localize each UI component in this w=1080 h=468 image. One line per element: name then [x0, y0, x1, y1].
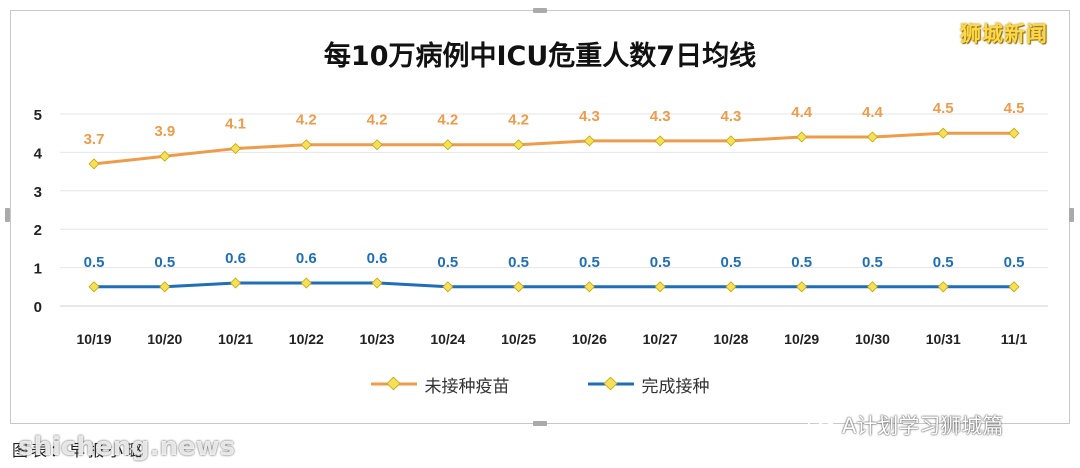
data-label: 0.5: [1004, 254, 1025, 271]
site-watermark: shicheng.news: [18, 432, 236, 462]
data-label: 4.2: [437, 112, 458, 129]
legend-label-unvaccinated: 未接种疫苗: [424, 376, 510, 397]
data-point: [654, 135, 666, 147]
wechat-account-watermark: A计划学习狮城篇: [808, 410, 1003, 440]
x-tick-label: 10/22: [289, 331, 324, 347]
y-tick-label: 2: [34, 222, 42, 239]
data-point: [1008, 281, 1020, 293]
data-point: [583, 135, 595, 147]
data-label: 4.5: [933, 100, 954, 117]
y-tick-label: 1: [34, 261, 42, 278]
y-tick-label: 3: [34, 184, 42, 201]
data-point: [300, 139, 312, 151]
legend-item-unvaccinated: 未接种疫苗: [370, 372, 510, 397]
legend-swatch-vaccinated: [587, 377, 634, 391]
data-label: 4.5: [1004, 100, 1025, 117]
data-label: 3.7: [84, 131, 105, 148]
data-label: 0.6: [296, 250, 317, 267]
x-tick-label: 10/23: [360, 331, 395, 347]
y-tick-label: 4: [34, 145, 43, 162]
data-label: 0.6: [225, 250, 246, 267]
data-label: 3.9: [154, 123, 175, 140]
x-tick-label: 10/30: [855, 331, 890, 347]
data-label: 0.6: [367, 250, 388, 267]
data-point: [796, 131, 808, 143]
y-tick-label: 0: [34, 299, 42, 316]
x-tick-label: 11/1: [1001, 331, 1028, 347]
data-point: [230, 277, 242, 289]
data-point: [442, 139, 454, 151]
chart-frame: [10, 10, 1070, 424]
data-point: [866, 131, 878, 143]
data-point: [937, 127, 949, 139]
data-point: [725, 135, 737, 147]
data-label: 0.5: [84, 254, 105, 271]
data-point: [796, 281, 808, 293]
data-label: 4.2: [508, 112, 529, 129]
data-label: 4.3: [650, 108, 671, 125]
data-label: 0.5: [933, 254, 954, 271]
data-label: 0.5: [154, 254, 175, 271]
data-label: 4.3: [579, 108, 600, 125]
data-point: [371, 277, 383, 289]
wechat-icon: [808, 415, 835, 436]
data-label: 4.4: [862, 104, 884, 121]
legend-label-vaccinated: 完成接种: [641, 376, 710, 397]
data-point: [230, 143, 242, 155]
source-caption: 图表：早报小璐: [12, 441, 146, 460]
x-tick-label: 10/31: [926, 331, 961, 347]
resize-handle-bottom[interactable]: [533, 421, 547, 426]
data-point: [583, 281, 595, 293]
data-point: [513, 139, 525, 151]
data-label: 0.5: [862, 254, 883, 271]
data-point: [937, 281, 949, 293]
legend-item-vaccinated: 完成接种: [587, 372, 710, 397]
data-point: [513, 281, 525, 293]
x-tick-label: 10/26: [572, 331, 607, 347]
data-point: [88, 281, 100, 293]
x-tick-label: 10/29: [784, 331, 819, 347]
data-label: 0.5: [508, 254, 529, 271]
data-point: [159, 150, 171, 162]
resize-handle-top[interactable]: [533, 8, 547, 13]
data-label: 0.5: [437, 254, 458, 271]
y-tick-label: 5: [34, 107, 42, 124]
resize-handle-right[interactable]: [1069, 208, 1074, 222]
data-point: [1008, 127, 1020, 139]
data-point: [725, 281, 737, 293]
brand-logo-text: 狮城新闻: [960, 22, 1048, 46]
x-tick-label: 10/20: [147, 331, 182, 347]
data-point: [654, 281, 666, 293]
data-point: [88, 158, 100, 170]
x-tick-label: 10/24: [430, 331, 465, 347]
x-tick-label: 10/27: [643, 331, 678, 347]
resize-handle-left[interactable]: [5, 208, 10, 222]
x-tick-label: 10/19: [76, 331, 111, 347]
x-tick-label: 10/21: [218, 331, 253, 347]
data-point: [866, 281, 878, 293]
wechat-account-name: A计划学习狮城篇: [842, 414, 1004, 438]
chart-legend: 未接种疫苗 完成接种: [0, 372, 1080, 397]
data-point: [300, 277, 312, 289]
data-label: 0.5: [720, 254, 741, 271]
chart-title: 每10万病例中ICU危重人数7日均线: [323, 41, 757, 72]
data-label: 4.2: [367, 112, 388, 129]
data-label: 4.1: [225, 116, 246, 133]
data-label: 4.3: [720, 108, 741, 125]
series-line-1: [94, 281, 1014, 289]
data-label: 4.4: [791, 104, 813, 121]
data-label: 0.5: [579, 254, 600, 271]
x-tick-label: 10/28: [713, 331, 748, 347]
series-line-0: [93, 131, 1014, 166]
data-point: [159, 281, 171, 293]
data-point: [442, 281, 454, 293]
data-label: 0.5: [650, 254, 671, 271]
data-label: 0.5: [791, 254, 812, 271]
data-point: [371, 139, 383, 151]
legend-swatch-unvaccinated: [370, 377, 417, 391]
data-label: 4.2: [296, 112, 317, 129]
x-tick-label: 10/25: [501, 331, 536, 347]
